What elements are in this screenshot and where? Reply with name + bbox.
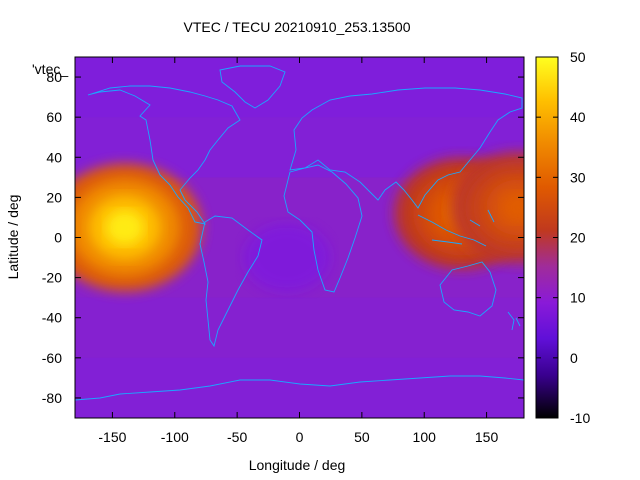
coastline-south-america [199, 215, 263, 348]
x-axis-ticks: -150 -100 -50 0 50 100 150 [98, 57, 498, 445]
y-tick-label-0: -80 [42, 390, 62, 406]
cb-tick-label-6: 50 [570, 49, 586, 65]
coastline-north-america [87, 85, 241, 225]
x-tick-label-5: 100 [413, 429, 437, 445]
coastline-new-zealand [507, 311, 521, 331]
y-tick-label-5: 20 [46, 189, 62, 205]
lat-band-0 [75, 357, 524, 418]
y-tick-label-7: 60 [46, 109, 62, 125]
hotspot-2 [450, 151, 524, 264]
y-tick-label-8: 80 [46, 69, 62, 85]
heatmap-field [75, 57, 524, 418]
cb-tick-label-4: 30 [570, 169, 586, 185]
y-tick-label-6: 40 [46, 149, 62, 165]
x-axis-label: Longitude / deg [249, 457, 346, 473]
coastline-overlay [75, 65, 524, 401]
cb-tick-label-0: -10 [570, 410, 590, 426]
y-tick-label-2: -40 [42, 310, 62, 326]
hotspot-3 [243, 223, 331, 292]
x-tick-label-6: 150 [475, 429, 499, 445]
y-axis-ticks: -80 -60 -40 -20 0 20 40 60 80 [42, 69, 524, 406]
y-axis-label: Latitude / deg [5, 195, 21, 280]
hotspot-3-layer-0 [243, 223, 331, 292]
cb-tick-label-1: 0 [570, 350, 578, 366]
hotspot-0-layer-3 [105, 210, 145, 245]
hotspot-layer [75, 151, 524, 292]
coastline-antarctica [75, 375, 524, 401]
chart-title: VTEC / TECU 20210910_253.13500 [183, 19, 410, 35]
y-tick-label-4: 0 [54, 230, 62, 246]
cb-tick-label-5: 40 [570, 109, 586, 125]
y-tick-label-3: -20 [42, 270, 62, 286]
coastline-australia [439, 261, 497, 317]
y-tick-label-1: -60 [42, 350, 62, 366]
plot-area: -150 -100 -50 0 50 100 150 -80 -60 -40 -20 0 20 40 60… [5, 56, 525, 473]
hotspot-0 [75, 163, 202, 292]
lat-band-4 [75, 57, 524, 118]
x-tick-label-2: -50 [227, 429, 247, 445]
cb-tick-label-3: 20 [570, 230, 586, 246]
coastline-europe-asia [289, 87, 523, 209]
coastline-africa [283, 164, 363, 293]
legend-key-label: 'vtec_ [32, 61, 68, 77]
colorbar: -10 0 10 20 30 40 50 [535, 49, 590, 426]
x-tick-label-3: 0 [296, 429, 304, 445]
coastline-greenland [219, 65, 286, 109]
x-tick-label-4: 50 [354, 429, 370, 445]
lat-band-1 [75, 297, 524, 358]
hotspot-2-layer-3 [500, 192, 524, 223]
x-tick-label-0: -150 [98, 429, 126, 445]
colorbar-ticks: -10 0 10 20 30 40 50 [536, 49, 590, 426]
cb-tick-label-2: 10 [570, 290, 586, 306]
x-tick-label-1: -100 [161, 429, 189, 445]
coastline-maritime-continent [417, 209, 495, 247]
